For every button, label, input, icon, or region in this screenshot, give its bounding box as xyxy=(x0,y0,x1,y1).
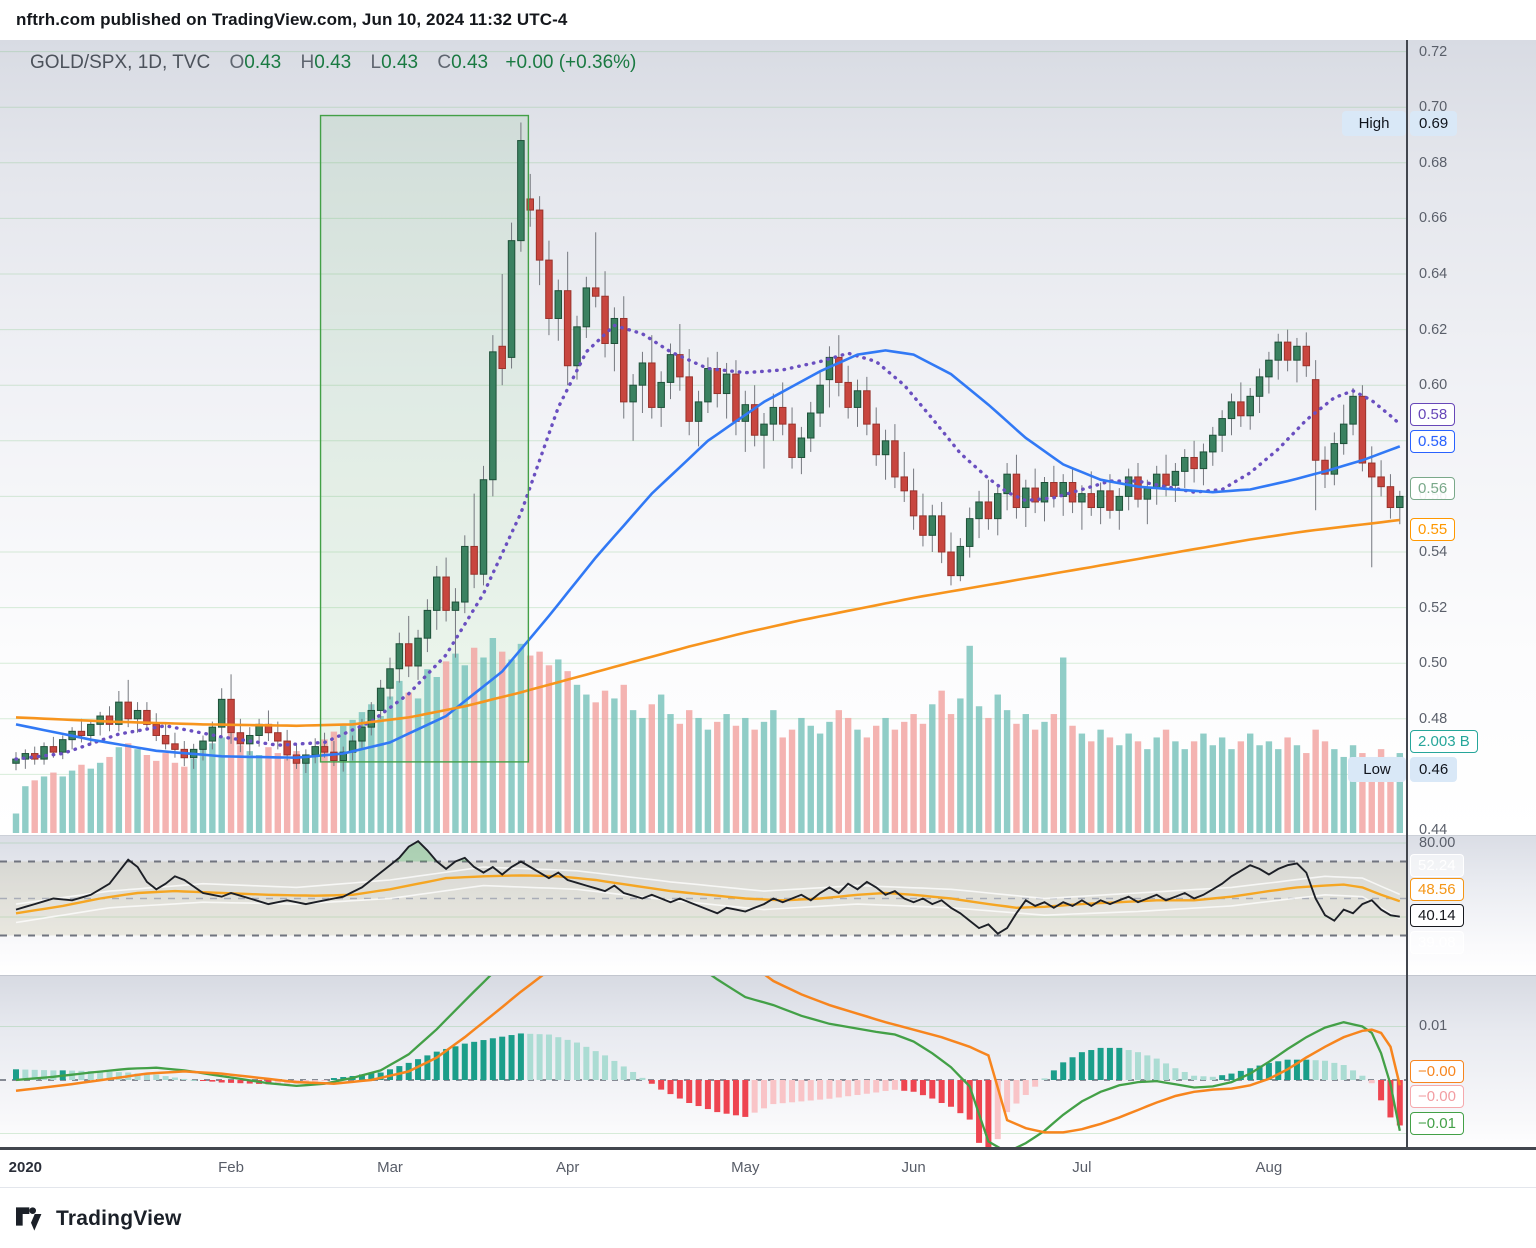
ohlc-close-label: C xyxy=(437,52,452,73)
price-tick-0.52: 0.52 xyxy=(1419,599,1448,616)
axis-badge-ma-blue: 0.58 xyxy=(1410,430,1456,453)
price-tick-0.68: 0.68 xyxy=(1419,154,1448,171)
time-axis[interactable]: 2020 Feb Mar Apr May Jun Jul Aug xyxy=(0,1150,1536,1188)
symbol-name[interactable]: GOLD/SPX, 1D, TVC xyxy=(30,52,211,73)
axis-badge-rsi-lower-band: 39.08 xyxy=(1410,931,1464,954)
axis-badge-ma-purple: 0.58 xyxy=(1410,403,1456,426)
time-label-Mar: Mar xyxy=(377,1159,403,1176)
tradingview-logo-icon xyxy=(16,1207,42,1231)
price-panel[interactable] xyxy=(0,40,1536,835)
ohlc-low-value: 0.43 xyxy=(381,52,419,73)
footer-brand[interactable]: TradingView xyxy=(16,1206,182,1232)
low-marker-label: Low xyxy=(1348,757,1406,782)
axis-badge-macd-signal: −0.00 xyxy=(1410,1060,1464,1083)
time-label-Feb: Feb xyxy=(218,1159,244,1176)
publish-attribution-line: nftrh.com published on TradingView.com, … xyxy=(16,10,568,29)
ohlc-low-label: L xyxy=(370,52,382,73)
price-tick-0.48: 0.48 xyxy=(1419,710,1448,727)
high-marker-label: High xyxy=(1342,111,1406,136)
price-tick-0.50: 0.50 xyxy=(1419,655,1448,672)
rsi-panel[interactable] xyxy=(0,835,1536,975)
rsi-tick-80: 80.00 xyxy=(1419,835,1456,851)
ohlc-open-label: O xyxy=(229,52,245,73)
axis-badge-volume: 2.003 B xyxy=(1410,730,1478,753)
axis-badge-macd-line: −0.01 xyxy=(1410,1112,1464,1135)
axis-badge-rsi: 40.14 xyxy=(1410,904,1464,927)
ohlc-close-value: 0.43 xyxy=(451,52,489,73)
brand-name: TradingView xyxy=(56,1207,182,1230)
time-label-Apr: Apr xyxy=(555,1159,580,1176)
time-label-2020: 2020 xyxy=(8,1159,43,1176)
time-label-Jul: Jul xyxy=(1072,1159,1092,1176)
high-marker-value: 0.69 xyxy=(1410,111,1458,136)
time-axis-separator xyxy=(0,1147,1536,1150)
macd-chart-canvas[interactable] xyxy=(0,975,1406,1150)
macd-tick-001: 0.01 xyxy=(1419,1018,1448,1034)
axis-badge-ma-orange: 0.55 xyxy=(1410,518,1456,541)
ohlc-open-value: 0.43 xyxy=(244,52,282,73)
price-axis-separator xyxy=(1406,40,1408,1186)
axis-badge-last-price: 0.56 xyxy=(1410,477,1456,500)
time-label-May: May xyxy=(731,1159,760,1176)
panel-separator-rsi xyxy=(0,835,1536,836)
time-label-Jun: Jun xyxy=(901,1159,926,1176)
symbol-legend[interactable]: GOLD/SPX, 1D, TVC O0.43 H0.43 L0.43 C0.4… xyxy=(30,52,636,74)
rsi-chart-canvas[interactable] xyxy=(0,835,1406,975)
axis-badge-rsi-upper-band: 52.24 xyxy=(1410,854,1464,877)
time-label-Aug: Aug xyxy=(1255,1159,1283,1176)
price-tick-0.62: 0.62 xyxy=(1419,321,1448,338)
price-tick-0.72: 0.72 xyxy=(1419,43,1448,60)
panel-separator-macd xyxy=(0,975,1536,976)
price-chart-canvas[interactable] xyxy=(0,40,1406,835)
price-tick-0.54: 0.54 xyxy=(1419,544,1448,560)
ohlc-high-label: H xyxy=(300,52,315,73)
change-value: +0.00 (+0.36%) xyxy=(505,52,637,73)
axis-badge-macd-hist: −0.00 xyxy=(1410,1085,1464,1108)
axis-badge-rsi-ma: 48.56 xyxy=(1410,878,1464,901)
low-marker-value: 0.46 xyxy=(1410,757,1458,782)
price-tick-0.44: 0.44 xyxy=(1419,822,1448,838)
price-tick-0.66: 0.66 xyxy=(1419,210,1448,227)
ohlc-high-value: 0.43 xyxy=(314,52,352,73)
price-tick-0.60: 0.60 xyxy=(1419,377,1448,394)
price-tick-0.64: 0.64 xyxy=(1419,266,1448,282)
